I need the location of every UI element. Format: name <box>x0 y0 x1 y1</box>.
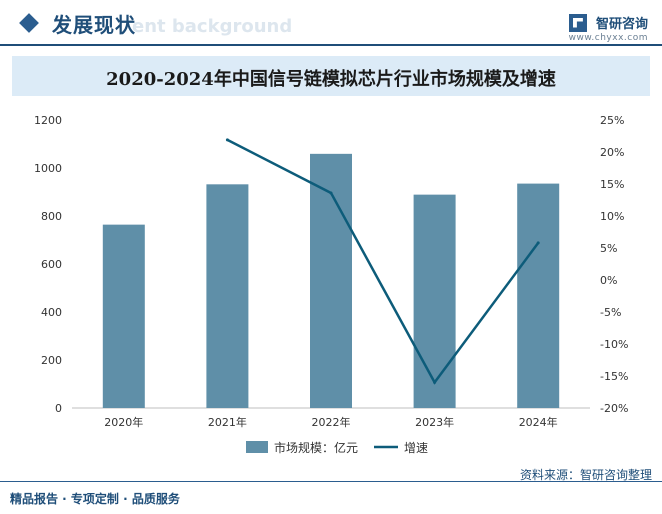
y-right-tick-label: 20% <box>600 146 624 159</box>
y-right-tick-label: 5% <box>600 242 617 255</box>
legend-line-label: 增速 <box>404 441 428 455</box>
y-left-tick-label: 0 <box>55 402 62 415</box>
header-watermark: ent background <box>132 16 293 37</box>
y-left-tick-label: 1000 <box>34 162 62 175</box>
bar <box>310 153 352 408</box>
growth-point <box>225 138 229 142</box>
y-left-tick-label: 1200 <box>34 114 62 127</box>
chart-title: 2020-2024年中国信号链模拟芯片行业市场规模及增速 <box>106 69 556 90</box>
legend-bar-label: 市场规模：亿元 <box>274 440 358 455</box>
y-right-tick-label: -15% <box>600 370 628 383</box>
y-right-tick-label: -10% <box>600 338 628 351</box>
x-tick-label: 2024年 <box>519 415 558 429</box>
legend-bar-swatch <box>246 441 268 453</box>
bar <box>517 183 560 408</box>
y-left-tick-label: 400 <box>41 306 62 319</box>
bar <box>206 184 249 408</box>
bar <box>413 194 456 408</box>
header-divider <box>0 44 662 46</box>
header: 发展现状 ent background 智研咨询 www.chyxx.com <box>0 0 662 48</box>
y-left-tick-label: 600 <box>41 258 62 271</box>
y-right-tick-label: 25% <box>600 114 624 127</box>
x-tick-label: 2022年 <box>312 415 351 429</box>
y-right-tick-label: 10% <box>600 210 624 223</box>
footer-divider <box>0 481 662 482</box>
growth-line <box>226 138 540 385</box>
y-right-tick-label: 0% <box>600 274 617 287</box>
section-title: 发展现状 <box>52 13 136 37</box>
y-right-tick-label: 15% <box>600 178 624 191</box>
growth-point <box>433 380 437 384</box>
x-tick-label: 2021年 <box>208 415 247 429</box>
chart-title-band: 2020-2024年中国信号链模拟芯片行业市场规模及增速 <box>12 56 650 96</box>
brand-logo-icon <box>568 13 587 32</box>
diamond-icon <box>19 13 39 33</box>
y-left-tick-label: 200 <box>41 354 62 367</box>
y-left-tick-label: 800 <box>41 210 62 223</box>
chart: 0 200 400 600 800 1000 1200 -20% -15% -10% -5% 0% 5%… <box>34 114 628 455</box>
footer-tagline: 精品报告 · 专项定制 · 品质服务 <box>10 492 180 506</box>
brand: 智研咨询 www.chyxx.com <box>569 12 648 43</box>
bar <box>102 224 145 408</box>
x-tick-label: 2023年 <box>415 415 454 429</box>
growth-point <box>536 241 540 245</box>
brand-url: www.chyxx.com <box>568 33 648 43</box>
brand-name: 智研咨询 <box>595 17 648 32</box>
x-tick-label: 2020年 <box>104 415 143 429</box>
y-right-tick-label: -5% <box>600 306 621 319</box>
y-right-tick-label: -20% <box>600 402 628 415</box>
source-note: 资料来源：智研咨询整理 <box>519 468 652 482</box>
growth-point <box>329 191 333 195</box>
